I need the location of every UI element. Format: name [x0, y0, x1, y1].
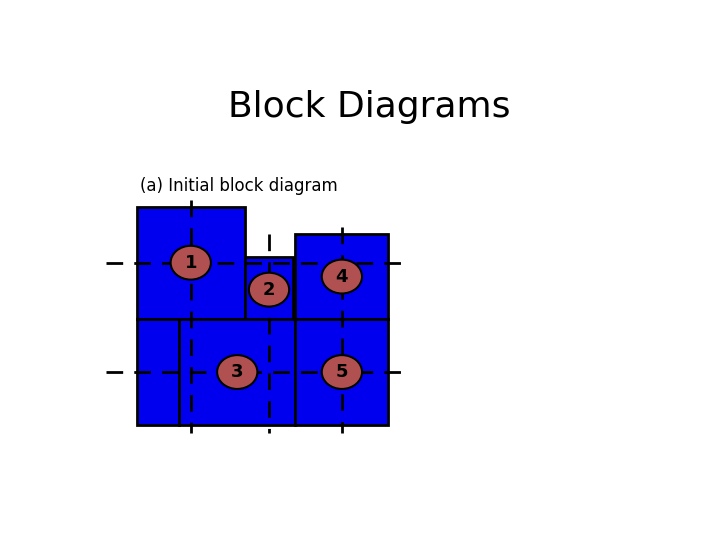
- Bar: [295, 234, 388, 319]
- Ellipse shape: [322, 260, 362, 294]
- Ellipse shape: [171, 246, 211, 280]
- Text: 4: 4: [336, 267, 348, 286]
- Ellipse shape: [217, 355, 258, 389]
- Bar: [137, 207, 245, 319]
- Bar: [245, 257, 293, 323]
- Text: 3: 3: [231, 363, 243, 381]
- Bar: [295, 319, 388, 425]
- Text: Block Diagrams: Block Diagrams: [228, 90, 510, 124]
- Text: (a) Initial block diagram: (a) Initial block diagram: [140, 178, 338, 195]
- Bar: [179, 319, 295, 425]
- Bar: [137, 319, 179, 425]
- Text: 5: 5: [336, 363, 348, 381]
- Text: 1: 1: [184, 254, 197, 272]
- Ellipse shape: [322, 355, 362, 389]
- Text: 2: 2: [263, 281, 275, 299]
- Ellipse shape: [249, 273, 289, 307]
